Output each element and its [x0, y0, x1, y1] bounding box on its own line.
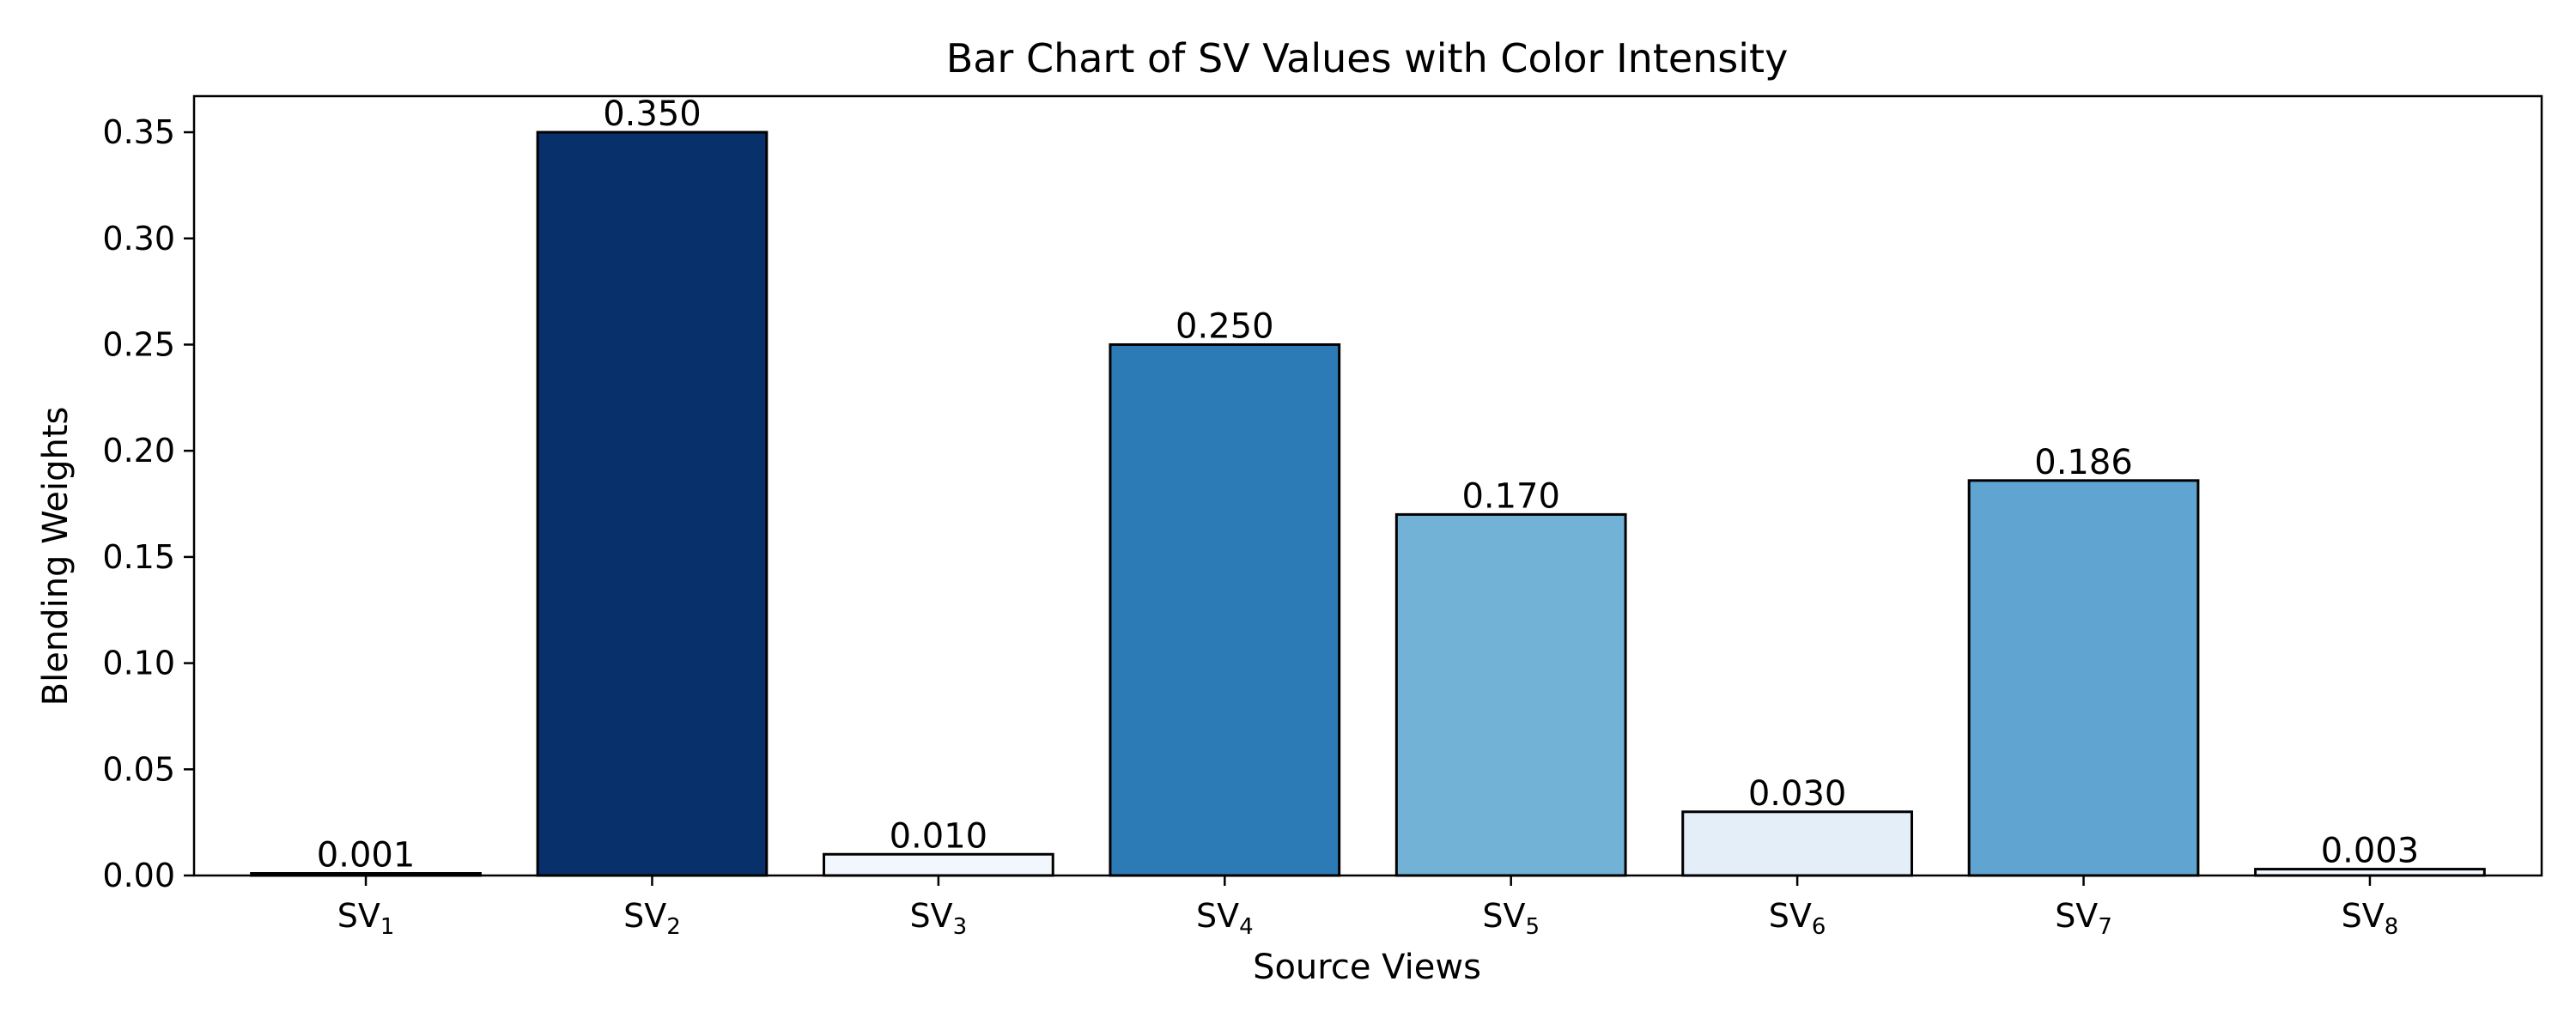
x-tick-label: SV5 [1482, 897, 1540, 940]
x-tick-label: SV3 [910, 897, 968, 940]
y-tick-label: 0.20 [102, 432, 175, 470]
plot-frame [192, 94, 2543, 877]
bar [823, 852, 1054, 877]
bar [1394, 512, 1627, 877]
bar-value-label: 0.250 [1176, 306, 1274, 346]
y-axis-label: Blending Weights [36, 407, 76, 706]
y-tick-label: 0.30 [102, 220, 175, 258]
x-tick-label: SV4 [1196, 897, 1254, 940]
bar [1681, 810, 1913, 877]
bar-value-label: 0.001 [317, 836, 416, 876]
x-tick-label: SV8 [2342, 897, 2399, 940]
plot-area: 0.00 0.05 0.10 0.15 0.20 0.25 0.30 0.35 0.001 SV1… [102, 94, 2543, 940]
bar-value-label: 0.170 [1461, 476, 1560, 516]
y-tick-label: 0.15 [102, 538, 175, 576]
chart-title: Bar Chart of SV Values with Color Intens… [946, 35, 1789, 82]
x-tick-label: SV2 [623, 897, 681, 940]
x-axis-label: Source Views [1253, 948, 1481, 987]
x-tick-label: SV1 [337, 897, 395, 940]
bar [1109, 342, 1341, 877]
y-tick-label: 0.00 [102, 857, 175, 894]
bar [1967, 479, 2200, 877]
bar-value-label: 0.030 [1748, 774, 1847, 814]
bar-value-label: 0.350 [603, 94, 702, 134]
x-tick-label: SV6 [1769, 897, 1826, 940]
y-tick-label: 0.10 [102, 645, 175, 682]
y-tick-label: 0.25 [102, 325, 175, 363]
bar-value-label: 0.186 [2034, 443, 2133, 482]
y-tick-label: 0.35 [102, 113, 175, 151]
y-tick-label: 0.05 [102, 750, 175, 788]
bar-value-label: 0.003 [2321, 832, 2420, 871]
x-tick-label: SV7 [2055, 897, 2112, 940]
bar-value-label: 0.010 [890, 816, 988, 856]
bar [536, 130, 769, 877]
